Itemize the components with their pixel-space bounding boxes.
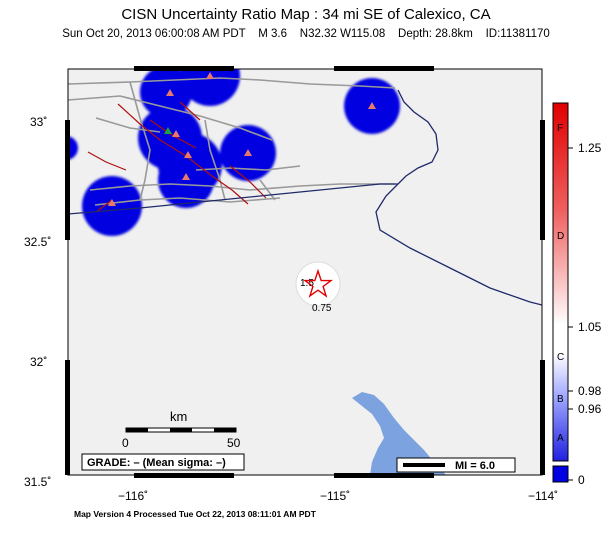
grade-text: GRADE: – (Mean sigma: –): [87, 457, 226, 469]
colorbar-tick-1-05: 1.05: [578, 320, 602, 334]
mmi-legend-bar: [403, 463, 445, 467]
station-halo: [140, 69, 192, 118]
station-marker: [244, 149, 252, 156]
grade-letter-b: B: [557, 394, 564, 405]
stations: [108, 72, 376, 206]
map-title: CISN Uncertainty Ratio Map : 34 mi SE of…: [121, 6, 491, 23]
scale-bar: km 0 50: [122, 409, 241, 450]
epicenter-contour: [295, 261, 341, 307]
frame-ticks: [65, 66, 545, 478]
borders: [68, 89, 542, 306]
station-marker: [172, 130, 180, 137]
lat-label-32: 32˚: [30, 355, 47, 369]
lon-label-115: −115˚: [320, 489, 350, 503]
contour-label-inner: 0.75: [312, 303, 332, 314]
map-frame: [67, 68, 543, 476]
lon-label-116: −116˚: [118, 489, 148, 503]
epicenter-star: [302, 268, 334, 298]
grade-letter-c: C: [557, 352, 564, 363]
lon-label-114: −114˚: [528, 489, 558, 503]
colorbar-tick-0: 0: [578, 473, 585, 487]
station-halo: [68, 136, 78, 160]
contour-label-outer: 1.5: [300, 278, 314, 289]
map-subtitle: Sun Oct 20, 2013 06:00:08 AM PDT M 3.6 N…: [62, 28, 550, 40]
grade-letter-a: A: [557, 433, 564, 444]
colorbar-tick-0-96: 0.96: [578, 402, 602, 416]
lat-label-31-5: 31.5˚: [24, 475, 51, 489]
mmi-legend-text: MI = 6.0: [455, 460, 495, 472]
station-marker: [182, 173, 190, 180]
scale-max: 50: [227, 436, 241, 450]
scale-unit: km: [170, 409, 187, 424]
station-marker: [166, 89, 174, 96]
station-halos: [68, 69, 400, 236]
gulf-water: [352, 392, 446, 475]
colorbar-tick-1-25: 1.25: [578, 141, 602, 155]
colorbar-tick-0-98: 0.98: [578, 384, 602, 398]
station-marker: [108, 199, 116, 206]
grade-box: [81, 453, 245, 471]
colorbar: F D C B A 1.25 1.05 0.98 0.96 0: [552, 102, 602, 487]
lat-label-33: 33˚: [30, 115, 47, 129]
colorbar-scale: [552, 102, 569, 462]
grade-letter-d: D: [557, 231, 564, 242]
grade-letter-f: F: [557, 123, 563, 134]
colorbar-zero-swatch: [552, 465, 569, 483]
station-marker: [206, 72, 214, 79]
lat-label-32-5: 32.5˚: [24, 235, 51, 249]
station-marker: [164, 127, 172, 134]
mmi-legend-box: [396, 457, 516, 473]
map-footer: Map Version 4 Processed Tue Oct 22, 2013…: [74, 509, 316, 519]
station-marker: [368, 102, 376, 109]
station-marker: [184, 151, 192, 158]
scale-min: 0: [122, 436, 129, 450]
